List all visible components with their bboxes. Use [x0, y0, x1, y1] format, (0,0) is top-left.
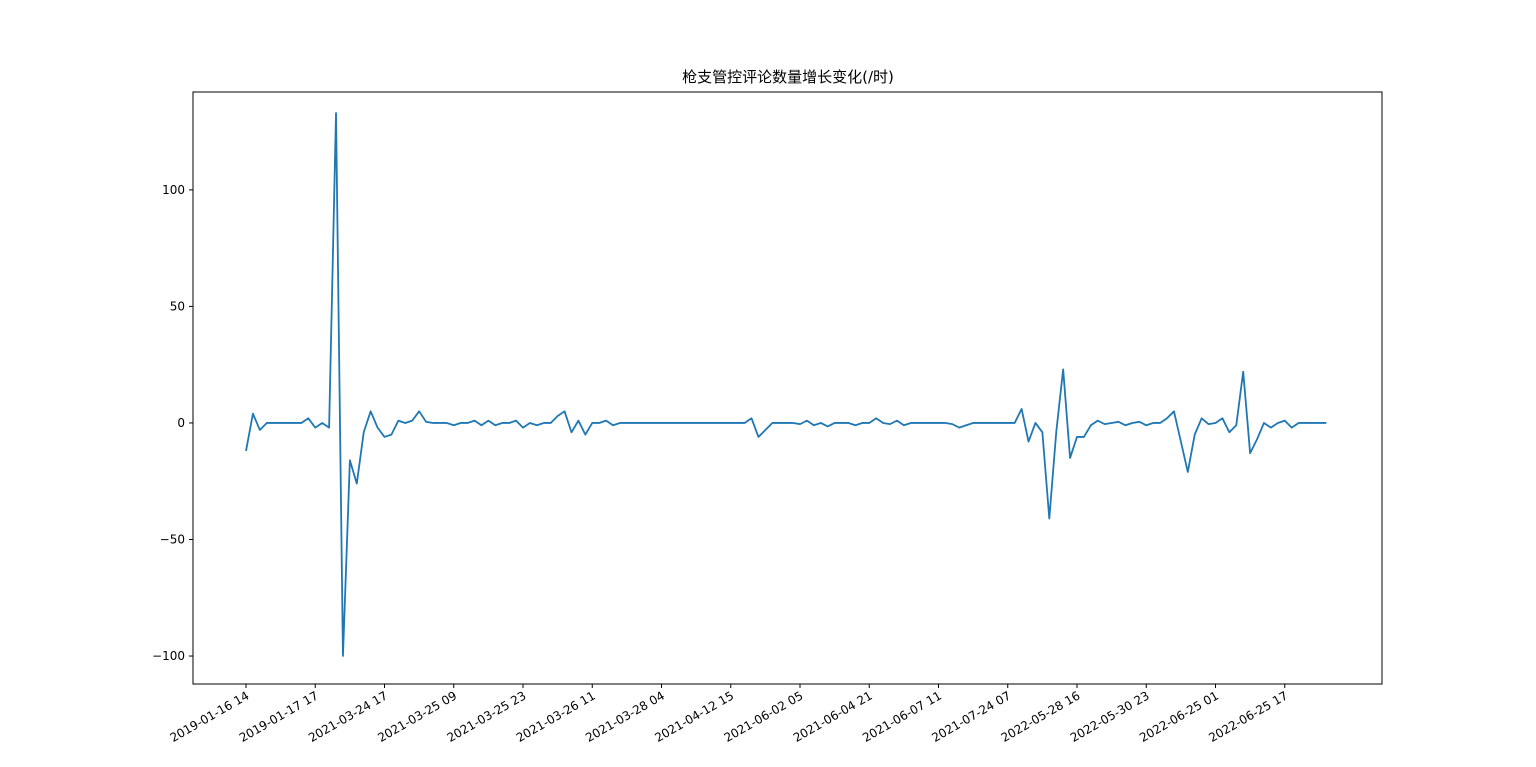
series-line [245, 112, 1327, 657]
y-tick-label: 0 [177, 416, 185, 430]
x-tick-label: 2022-06-25 17 [1206, 688, 1290, 745]
y-tick-label: −50 [160, 532, 185, 546]
plot-area [245, 112, 1327, 657]
y-tick-label: 100 [162, 183, 185, 197]
chart-title: 枪支管控评论数量增长变化(/时) [682, 68, 894, 86]
plot-frame [192, 91, 1383, 685]
y-tick-label: 50 [170, 299, 185, 313]
y-axis: 100 50 0 −50 −100 [152, 183, 193, 663]
y-tick-label: −100 [152, 649, 185, 663]
